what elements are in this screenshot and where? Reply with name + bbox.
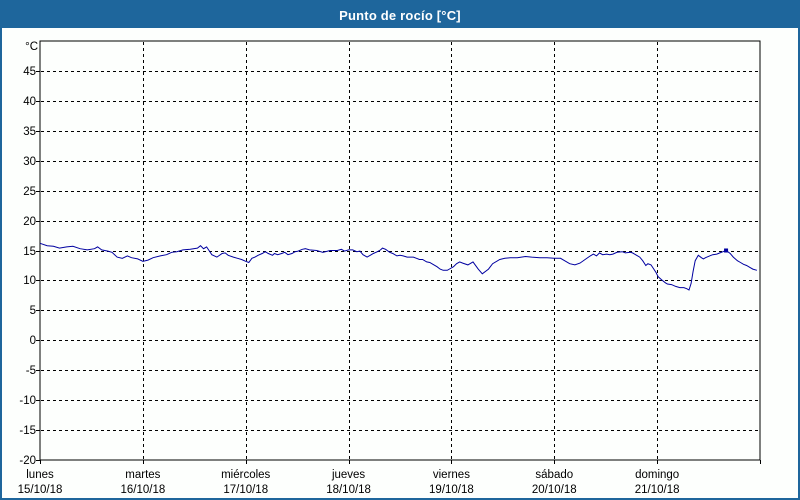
y-axis-label: 0 bbox=[30, 335, 36, 347]
x-axis-day-label: viernes bbox=[433, 469, 470, 481]
x-axis-date-label: 17/10/18 bbox=[223, 484, 268, 496]
y-axis-label: 25 bbox=[23, 186, 36, 198]
y-axis-label: 30 bbox=[23, 156, 36, 168]
y-axis-label: -15 bbox=[19, 425, 36, 437]
axis-ticks bbox=[36, 71, 761, 464]
dew-point-line bbox=[39, 242, 758, 291]
y-axis-label: 20 bbox=[23, 216, 36, 228]
y-axis-unit-label: °C bbox=[25, 41, 38, 53]
y-axis-label: 35 bbox=[23, 126, 36, 138]
x-axis-date-label: 19/10/18 bbox=[429, 484, 474, 496]
y-axis-label: 5 bbox=[30, 305, 36, 317]
x-axis-day-label: domingo bbox=[635, 469, 679, 481]
window-titlebar: Punto de rocío [°C] bbox=[2, 2, 798, 28]
y-axis-label: 45 bbox=[23, 66, 36, 78]
y-axis-label: -10 bbox=[19, 395, 36, 407]
x-axis-date-label: 21/10/18 bbox=[635, 484, 680, 496]
x-axis-day-label: sábado bbox=[535, 469, 573, 481]
x-axis-date-label: 16/10/18 bbox=[120, 484, 165, 496]
x-axis-day-label: jueves bbox=[331, 469, 365, 481]
plot-area bbox=[39, 40, 761, 461]
x-axis-day-label: miércoles bbox=[221, 469, 270, 481]
x-axis-date-label: 20/10/18 bbox=[532, 484, 577, 496]
y-axis-label: 40 bbox=[23, 96, 36, 108]
latest-value-marker bbox=[724, 248, 729, 253]
axis-labels: -20 -15 -10 -5 0 5 10 15 20 25 30 35 40 45 °C lunes 15/1… bbox=[18, 41, 680, 496]
y-axis-label: 10 bbox=[23, 275, 36, 287]
y-axis-label: 15 bbox=[23, 246, 36, 258]
y-axis-label: -5 bbox=[26, 365, 36, 377]
window-title: Punto de rocío [°C] bbox=[339, 7, 461, 23]
x-axis-date-label: 15/10/18 bbox=[18, 484, 63, 496]
x-axis-date-label: 18/10/18 bbox=[326, 484, 371, 496]
x-axis-day-label: martes bbox=[125, 469, 160, 481]
y-axis-label: -20 bbox=[19, 455, 36, 467]
x-axis-day-label: lunes bbox=[26, 469, 54, 481]
